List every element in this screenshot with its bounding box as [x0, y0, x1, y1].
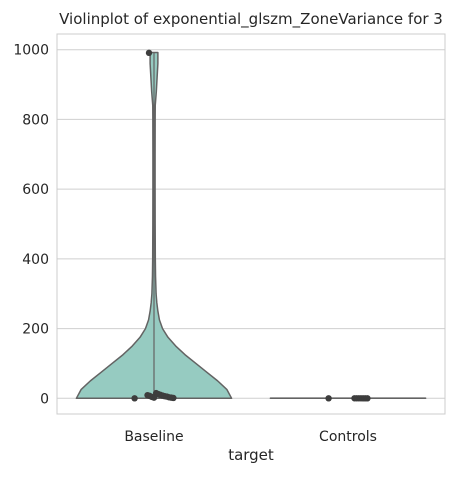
- data-point: [325, 395, 331, 401]
- data-point: [351, 395, 357, 401]
- y-tick-label: 800: [22, 112, 49, 128]
- data-point: [144, 392, 150, 398]
- y-axis-ticks: 0 200 400 600 800 1000: [13, 43, 49, 408]
- x-tick-label: Controls: [319, 429, 377, 445]
- y-tick-label: 200: [22, 322, 49, 338]
- chart-title: Violinplot of exponential_glszm_ZoneVari…: [59, 10, 443, 29]
- y-tick-label: 600: [22, 182, 49, 198]
- plot-frame: [57, 34, 445, 414]
- y-tick-label: 1000: [13, 43, 49, 59]
- data-point: [146, 50, 152, 56]
- x-axis-ticks: Baseline Controls: [124, 429, 377, 445]
- data-point: [131, 395, 137, 401]
- x-tick-label: Baseline: [124, 429, 183, 445]
- x-axis-title: target: [228, 446, 274, 464]
- y-tick-label: 400: [22, 252, 49, 268]
- violins: [76, 52, 425, 398]
- grid-lines: [57, 50, 445, 399]
- y-tick-label: 0: [40, 391, 49, 407]
